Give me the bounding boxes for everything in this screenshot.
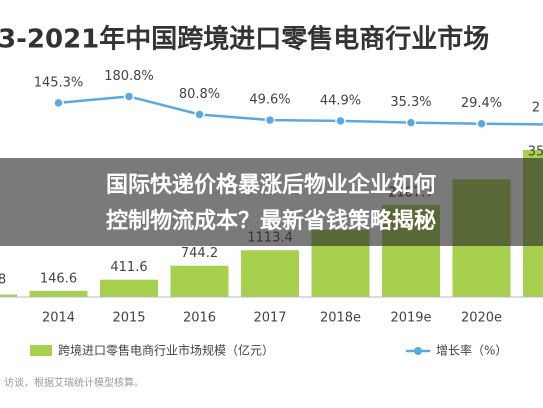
- bar: [100, 279, 158, 297]
- x-tick-label: 2018e: [320, 311, 361, 326]
- x-tick-label: 2017: [253, 311, 286, 326]
- growth-point: [53, 97, 64, 109]
- legend-label: 跨境进口零售电商行业市场规模（亿元）: [58, 343, 274, 358]
- cropped-label: 2: [532, 101, 540, 116]
- bar: [170, 265, 229, 297]
- growth-point: [264, 114, 276, 126]
- x-tick-label: 2020e: [461, 311, 502, 326]
- growth-point: [123, 91, 135, 102]
- source: 访谈，根据艾瑞统计模型核算。: [4, 376, 144, 389]
- growth-point: [335, 115, 346, 127]
- bar: [241, 250, 299, 297]
- legend-label: 增长率（%）: [436, 343, 507, 358]
- value-label: 411.6: [110, 260, 147, 275]
- bar: [0, 294, 17, 297]
- x-tick-label: 2015: [112, 311, 145, 326]
- growth-point: [476, 118, 487, 129]
- value-label: 49.6%: [249, 93, 290, 108]
- value-label: 44.9%: [320, 93, 361, 108]
- legend-swatch: [30, 345, 52, 356]
- value-label: 80.8%: [179, 87, 220, 102]
- value-label: 29.4%: [461, 96, 502, 111]
- cropped-label: 8: [0, 273, 6, 288]
- banner: [0, 158, 543, 246]
- x-tick-label: 2016: [183, 311, 216, 326]
- x-tick-label: 2014: [42, 311, 75, 326]
- value-label: 145.3%: [34, 75, 84, 90]
- value-label: 744.2: [181, 246, 218, 261]
- growth-line: [58, 95, 543, 126]
- value-label: 35.3%: [390, 95, 431, 110]
- cropped-label: 35: [528, 145, 543, 160]
- value-label: 180.8%: [104, 69, 154, 84]
- chart-title: 3-2021年中国跨境进口零售电商行业市场: [0, 24, 489, 55]
- bar: [29, 290, 88, 297]
- legend-swatch: [414, 347, 422, 355]
- x-tick-label: 2019e: [390, 311, 431, 326]
- growth-point: [405, 117, 417, 128]
- banner-text: 国际快递价格暴涨后物业企业如何: [106, 172, 436, 198]
- growth-point: [194, 109, 205, 120]
- value-label: 146.6: [40, 271, 77, 286]
- banner-text: 控制物流成本？最新省钱策略揭秘: [106, 208, 436, 234]
